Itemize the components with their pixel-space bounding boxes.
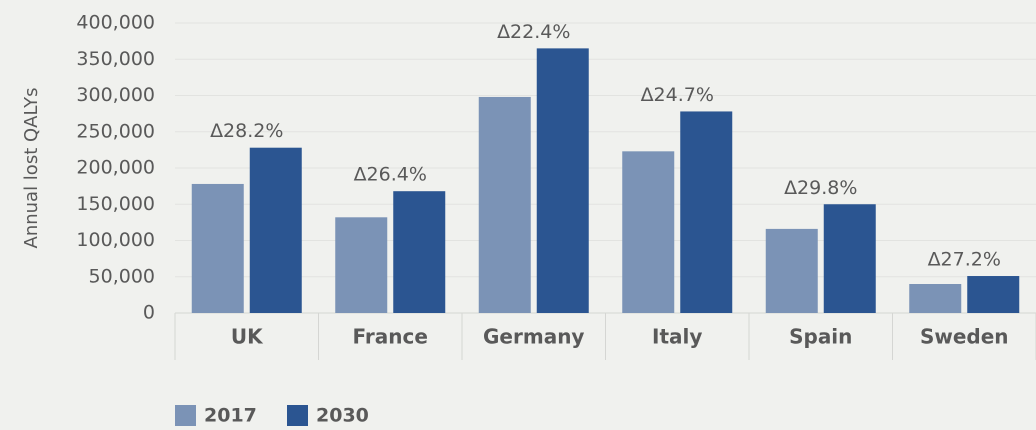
bar (191, 183, 244, 313)
annotation: Δ29.8% (784, 177, 857, 199)
bar (536, 48, 589, 313)
y-tick-label: 100,000 (76, 229, 155, 251)
annotation: Δ22.4% (497, 21, 570, 43)
y-axis-title: Annual lost QALYs (21, 88, 42, 249)
x-tick-label: Sweden (920, 325, 1009, 349)
y-tick-label: 400,000 (76, 12, 155, 34)
bar (680, 111, 733, 313)
x-tick-label: Italy (652, 325, 702, 349)
bar (823, 204, 876, 313)
bar (909, 284, 962, 313)
y-tick-label: 300,000 (76, 84, 155, 106)
y-tick-label: 250,000 (76, 120, 155, 142)
annotation: Δ28.2% (210, 120, 283, 142)
annotation: Δ24.7% (641, 84, 714, 106)
x-tick-label: France (353, 325, 428, 349)
bar (249, 147, 302, 313)
bar (622, 151, 675, 313)
x-tick-label: Germany (483, 325, 584, 349)
bar (478, 96, 531, 313)
legend-label: 2017 (204, 405, 257, 427)
legend-label: 2030 (316, 405, 369, 427)
y-tick-label: 50,000 (89, 265, 155, 287)
annotation: Δ26.4% (354, 164, 427, 186)
annotation: Δ27.2% (928, 249, 1001, 271)
bar (765, 228, 818, 313)
y-tick-label: 150,000 (76, 193, 155, 215)
y-tick-label: 0 (143, 302, 155, 324)
x-tick-label: Spain (789, 325, 852, 349)
legend-swatch (287, 405, 308, 426)
bar (967, 276, 1020, 313)
x-tick-label: UK (231, 325, 264, 349)
legend-swatch (175, 405, 196, 426)
bar (393, 191, 446, 313)
bar (335, 217, 388, 313)
y-tick-label: 350,000 (76, 48, 155, 70)
y-tick-label: 200,000 (76, 157, 155, 179)
